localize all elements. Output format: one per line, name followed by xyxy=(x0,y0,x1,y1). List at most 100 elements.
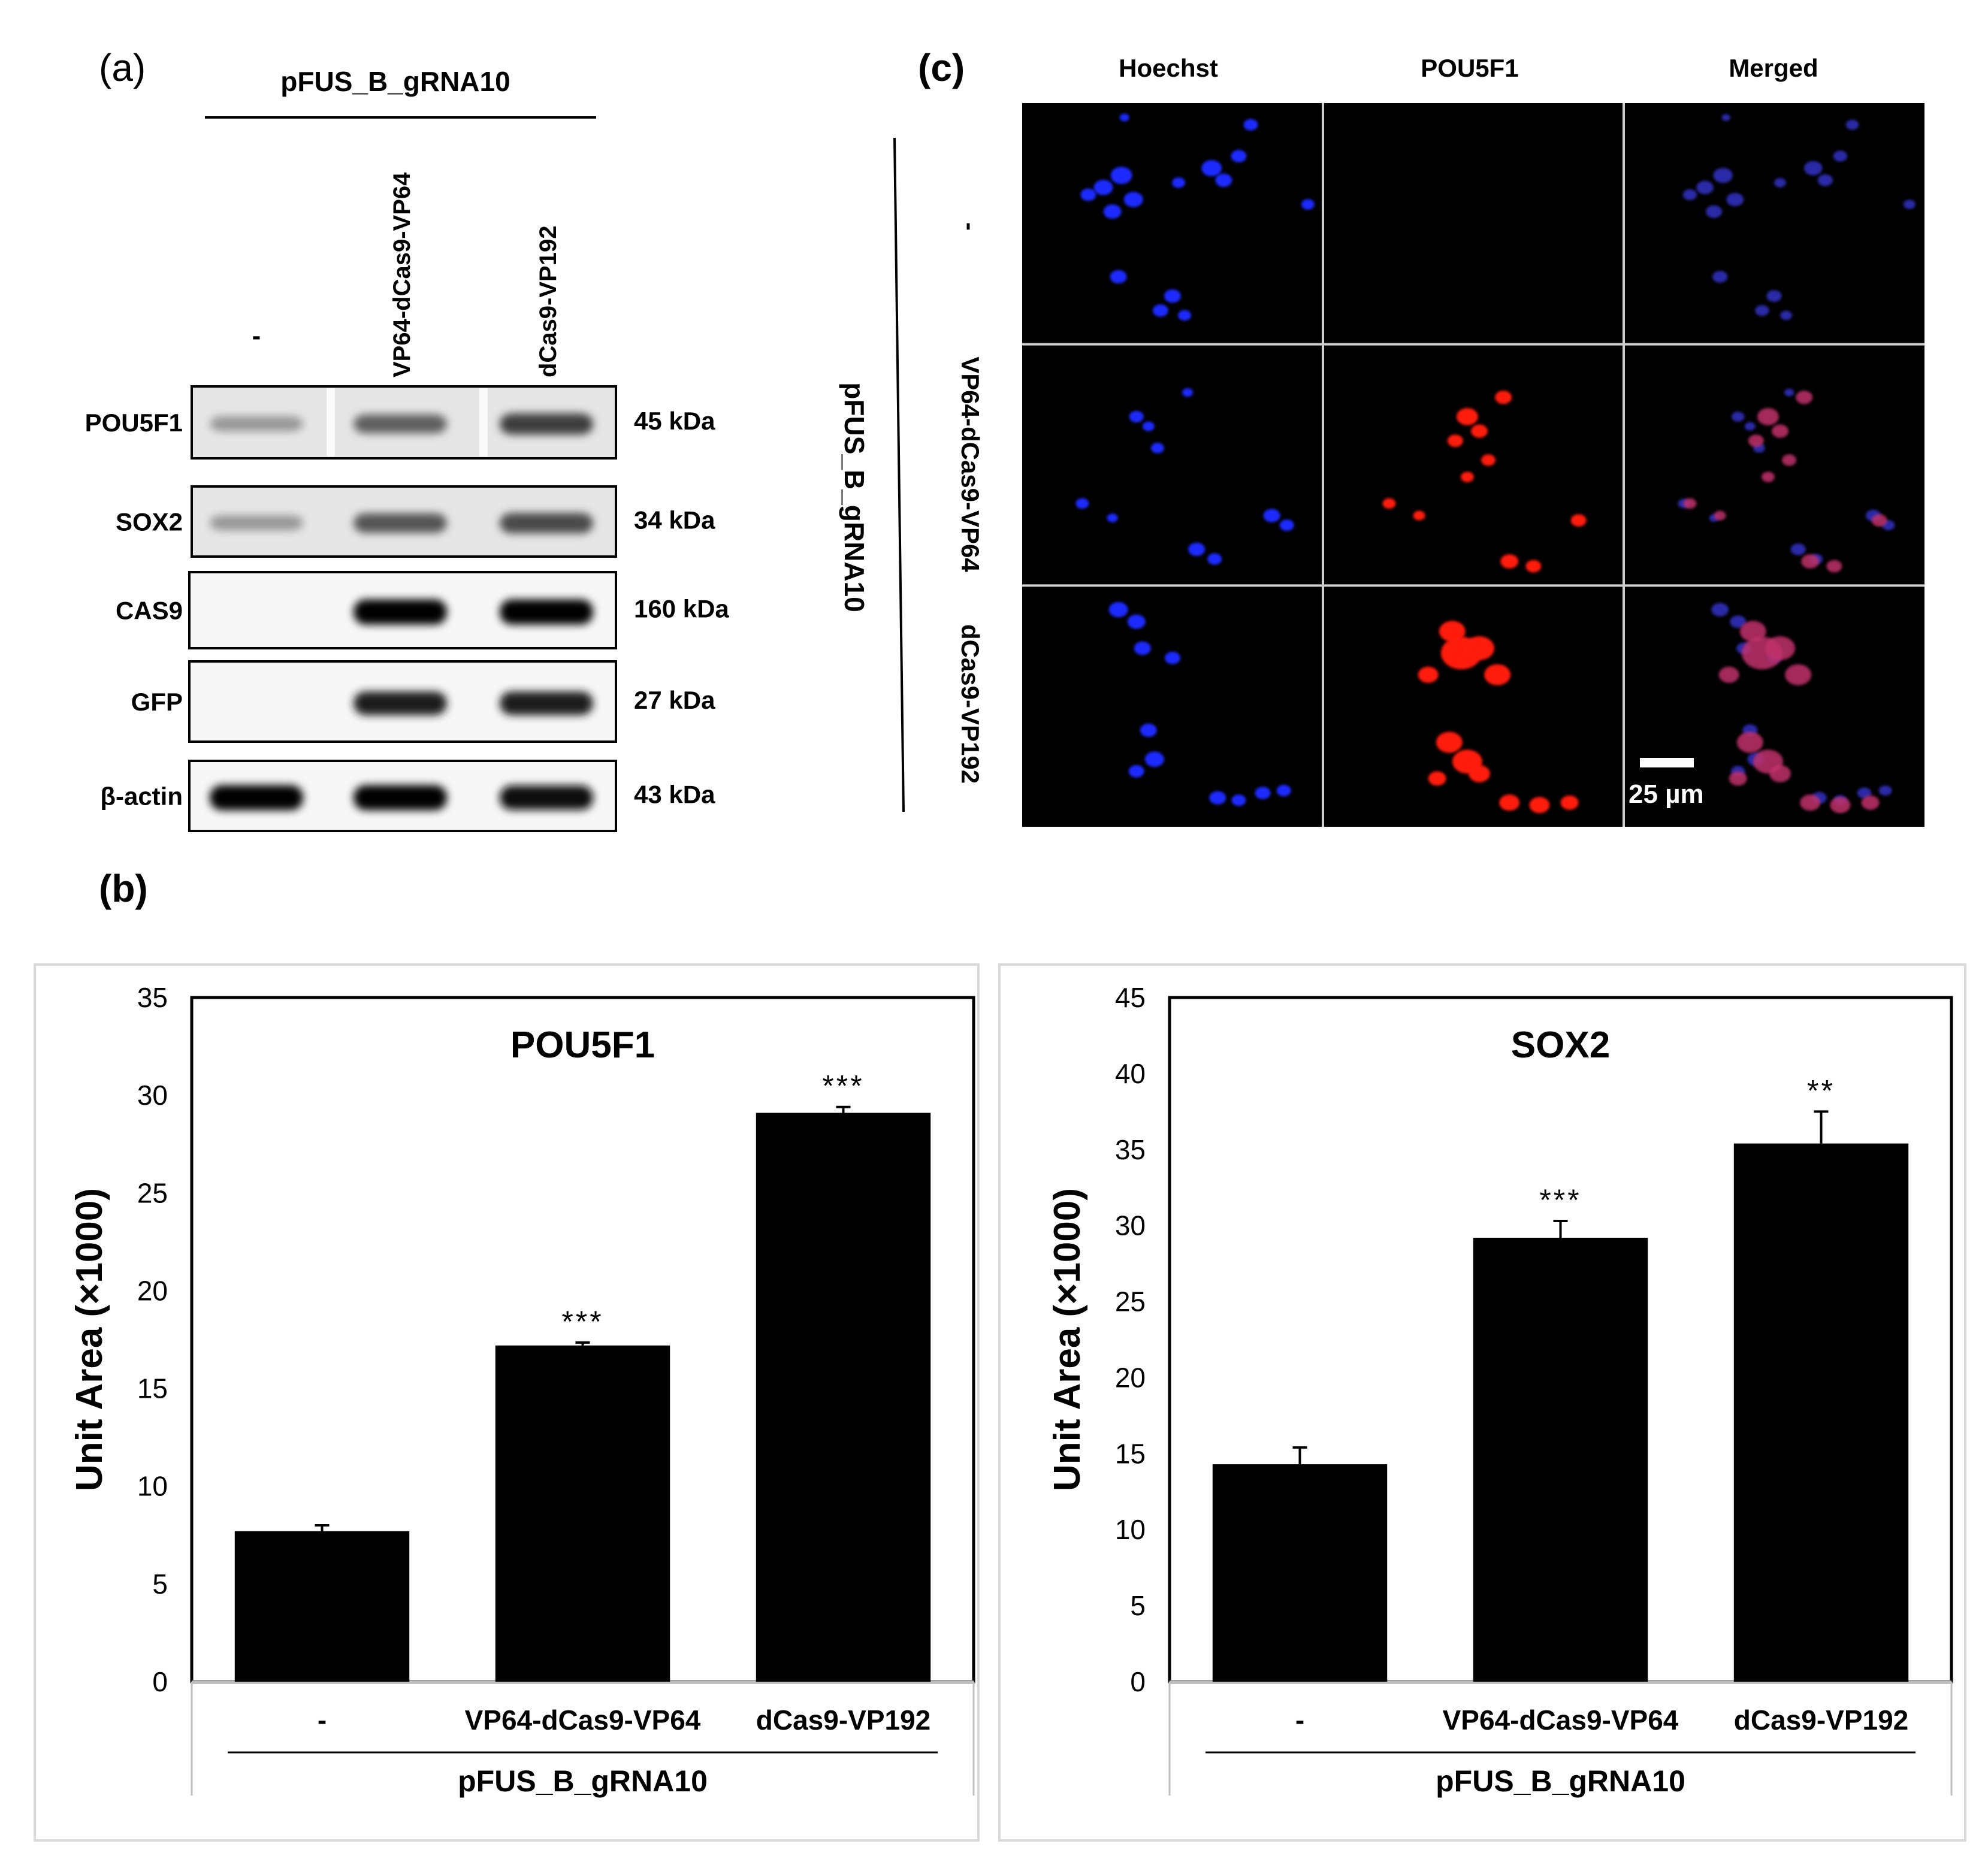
merged-signal-blob xyxy=(1718,666,1739,683)
blot-band xyxy=(210,515,303,531)
blot-band xyxy=(354,599,447,625)
scale-bar xyxy=(1640,758,1694,767)
pou5f1-signal-blob xyxy=(1529,797,1550,814)
merged-nucleus-blob xyxy=(1803,161,1823,176)
y-axis-label: Unit Area (×1000) xyxy=(69,1188,110,1491)
y-tick-label: 10 xyxy=(1115,1514,1146,1545)
blot-mw-label: 43 kDa xyxy=(634,781,715,809)
y-tick-label: 45 xyxy=(1115,982,1146,1013)
blot-protein-label: POU5F1 xyxy=(85,409,183,437)
blot-group-label: pFUS_B_gRNA10 xyxy=(280,66,510,97)
y-tick-label: 5 xyxy=(1130,1590,1146,1621)
nucleus-blob xyxy=(1108,602,1128,618)
pou5f1-signal-blob xyxy=(1439,621,1466,642)
chart-title: POU5F1 xyxy=(510,1024,655,1066)
merged-nucleus-blob xyxy=(1833,150,1848,162)
pou5f1-signal-blob xyxy=(1456,408,1478,425)
lane-label: - xyxy=(252,321,261,350)
chart-pou5f1: 0 5 10 15 20 25 30 35 Unit Area (×1000) POU5F1 - **… xyxy=(34,963,980,1842)
pou5f1-signal-blob xyxy=(1418,666,1439,683)
nucleus-blob xyxy=(1231,150,1247,162)
x-tick-label: dCas9-VP192 xyxy=(756,1704,931,1736)
y-tick-label: 35 xyxy=(1115,1134,1146,1165)
chart-sox2: 0 5 10 15 20 25 30 35 40 45 Unit Area (×1000) SOX2 -… xyxy=(998,963,1966,1842)
merged-nucleus-blob xyxy=(1780,310,1792,321)
panel-a-western-blot: (a) pFUS_B_gRNA10 - VP64-dCas9-VP64 dCas9-… xyxy=(85,46,729,832)
merged-signal-blob xyxy=(1826,560,1842,573)
blot-protein-label: β-actin xyxy=(100,782,183,811)
merged-signal-blob xyxy=(1772,424,1789,438)
x-group-label: pFUS_B_gRNA10 xyxy=(1436,1764,1685,1798)
x-tick-label: dCas9-VP192 xyxy=(1734,1704,1909,1736)
chart-frame xyxy=(998,963,1966,1842)
nucleus-blob xyxy=(1255,787,1271,800)
merged-nucleus-blob xyxy=(1721,114,1730,121)
nucleus-blob xyxy=(1209,791,1226,805)
microscopy-row-label: dCas9-VP192 xyxy=(956,624,984,784)
merged-nucleus-blob xyxy=(1904,200,1916,209)
pou5f1-signal-blob xyxy=(1525,560,1542,573)
pou5f1-signal-blob xyxy=(1499,794,1520,811)
nucleus-blob xyxy=(1142,421,1155,431)
nucleus-blob xyxy=(1144,751,1164,767)
y-tick-label: 35 xyxy=(137,982,168,1013)
pou5f1-signal-blob xyxy=(1469,765,1491,782)
pou5f1-signal-blob xyxy=(1447,434,1463,448)
blot-mw-label: 160 kDa xyxy=(634,595,729,623)
merged-signal-blob xyxy=(1782,454,1797,466)
merged-nucleus-blob xyxy=(1766,290,1782,302)
panel-c-microscopy: (c) Hoechst POU5F1 Merged - VP64-dCas9-VP64… xyxy=(839,46,1924,827)
nucleus-blob xyxy=(1128,764,1144,778)
y-tick-label: 30 xyxy=(137,1080,168,1111)
blot-strips: POU5F1 45 kDa SOX2 34 kDa CAS9 160 kDa GFP 27 k… xyxy=(85,385,729,832)
lane-gap xyxy=(327,388,335,457)
x-tick-label: - xyxy=(1295,1704,1304,1736)
merged-signal-blob xyxy=(1796,391,1813,404)
microscopy-row-label: - xyxy=(956,222,984,231)
nucleus-blob xyxy=(1279,519,1294,531)
merged-nucleus-blob xyxy=(1696,180,1714,195)
y-tick-label: 10 xyxy=(137,1471,168,1502)
microscopy-grid xyxy=(1022,103,1924,827)
merged-signal-blob xyxy=(1830,797,1851,814)
bar xyxy=(1473,1237,1648,1682)
y-tick-label: 15 xyxy=(1115,1438,1146,1469)
pou5f1-signal-blob xyxy=(1382,498,1396,509)
y-tick-label: 20 xyxy=(137,1275,168,1306)
chart-frame xyxy=(34,963,980,1842)
nucleus-blob xyxy=(1103,204,1122,219)
merged-signal-blob xyxy=(1871,514,1887,527)
nucleus-blob xyxy=(1207,553,1222,565)
nucleus-blob xyxy=(1150,443,1164,454)
merged-nucleus-blob xyxy=(1711,603,1729,616)
blot-band xyxy=(500,599,593,625)
merged-signal-blob xyxy=(1757,408,1779,425)
x-tick-label: VP64-dCas9-VP64 xyxy=(465,1704,701,1736)
y-tick-label: 5 xyxy=(152,1568,168,1600)
merged-nucleus-blob xyxy=(1706,205,1723,218)
nucleus-blob xyxy=(1107,513,1118,522)
blot-band xyxy=(210,785,303,811)
scale-bar-label: 25 µm xyxy=(1629,779,1704,809)
blot-protein-label: SOX2 xyxy=(116,508,183,536)
bar xyxy=(495,1345,670,1682)
merged-signal-blob xyxy=(1683,498,1697,509)
bar xyxy=(234,1531,410,1682)
bar xyxy=(1733,1143,1909,1682)
x-group-label: pFUS_B_gRNA10 xyxy=(458,1764,708,1798)
panel-b-charts: (b) 0 5 10 15 20 25 30 35 Unit Area (×1000) POU5F… xyxy=(34,867,1966,1842)
y-tick-label: 15 xyxy=(137,1373,168,1404)
pou5f1-signal-blob xyxy=(1464,636,1495,661)
merged-signal-blob xyxy=(1714,510,1726,521)
panel-b-label: (b) xyxy=(99,867,148,910)
merged-signal-blob xyxy=(1729,771,1747,786)
microscopy-group-line xyxy=(893,137,905,812)
merged-nucleus-blob xyxy=(1857,787,1872,799)
blot-band xyxy=(354,691,447,715)
lane-labels: - VP64-dCas9-VP64 dCas9-VP192 xyxy=(252,172,561,377)
nucleus-blob xyxy=(1075,498,1089,509)
merged-nucleus-blob xyxy=(1784,388,1794,397)
pou5f1-signal-blob xyxy=(1481,454,1496,466)
panel-c-label: (c) xyxy=(918,46,965,89)
microscopy-column-label: Hoechst xyxy=(1119,54,1218,82)
